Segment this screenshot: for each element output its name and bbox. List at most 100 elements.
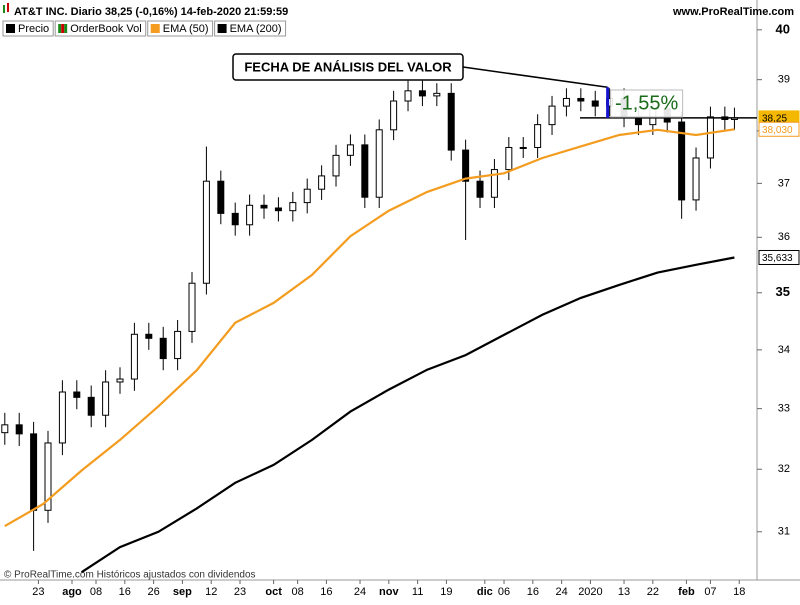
legend-swatch [150, 24, 160, 33]
candle-body [505, 146, 513, 171]
price-marker [758, 249, 800, 265]
legend-frame [54, 20, 147, 37]
legend-frame [2, 20, 54, 37]
x-tick-label: 2020 [578, 586, 602, 598]
ema-line [4, 128, 735, 528]
candle-body [73, 391, 81, 398]
x-tick-label: 26 [147, 586, 159, 598]
candle-body [30, 433, 38, 511]
candle-body [346, 144, 354, 156]
candle-body [130, 333, 138, 380]
candle-body [87, 396, 95, 416]
x-tick-label: dic [477, 586, 493, 598]
footer: © ProRealTime.com Históricos ajustados c… [4, 570, 256, 581]
candle-body [375, 129, 383, 198]
y-tick-label: 31 [778, 526, 790, 538]
y-tick-label: 39 [778, 74, 790, 86]
candle-body [231, 212, 239, 226]
candle-body [332, 154, 340, 177]
price-marker [758, 121, 800, 137]
legend-swatch [6, 24, 15, 33]
candle-body [217, 180, 225, 214]
annotation-box [232, 53, 464, 81]
x-tick-label: 19 [440, 586, 452, 598]
legend-label: Precio [18, 23, 49, 35]
y-tick-label: 34 [778, 344, 790, 356]
source: www.ProRealTime.com [672, 6, 794, 18]
candle-body [15, 424, 23, 435]
annotation-label: FECHA DE ANÁLISIS DEL VALOR [244, 59, 452, 74]
legend-label: EMA (50) [163, 23, 209, 35]
candle-body [174, 330, 182, 360]
ema-line [80, 256, 735, 574]
candle-body [1, 424, 9, 434]
y-tick-label: 33 [778, 403, 790, 415]
legend: Precio OrderBook Vol EMA (50) EMA (200) [2, 20, 287, 37]
candle-body [202, 180, 210, 284]
legend-frame [214, 20, 287, 37]
y-tick-label: 37 [778, 177, 790, 189]
x-tick-label: 16 [119, 586, 131, 598]
candle-body [361, 144, 369, 198]
x-tick-label: 24 [354, 586, 366, 598]
candle-body [418, 90, 426, 97]
candle-body [490, 169, 498, 198]
price-marker-label: 35,633 [762, 253, 793, 264]
legend-swatch [58, 24, 62, 33]
candle-body [274, 207, 282, 212]
x-tick-label: sep [173, 586, 192, 598]
x-tick-label: 24 [556, 586, 568, 598]
x-tick-label: oct [265, 586, 282, 598]
candle-body [577, 97, 585, 102]
candle-body [390, 100, 398, 131]
x-tick-label: 07 [704, 586, 716, 598]
change-box [610, 89, 684, 118]
legend-swatch [61, 24, 65, 33]
legend-swatch [64, 24, 68, 33]
x-tick-label: 06 [498, 586, 510, 598]
x-tick-label: feb [678, 586, 695, 598]
price-marker-label: 38,25 [762, 114, 787, 125]
candle-body [58, 391, 66, 444]
candle-body [462, 149, 470, 182]
x-tick-label: 16 [527, 586, 539, 598]
y-tick-label: 40 [776, 21, 790, 36]
candle-body [303, 188, 311, 204]
legend-frame [147, 20, 214, 37]
legend-label: OrderBook Vol [70, 23, 142, 35]
price-marker-label: 38,030 [762, 125, 793, 136]
candle-body [188, 282, 196, 332]
candle-body [260, 204, 268, 209]
candle-body [145, 333, 153, 339]
x-tick-label: ago [62, 586, 82, 598]
x-tick-label: 11 [412, 586, 423, 598]
y-tick-label: 36 [778, 231, 790, 243]
candle-body [548, 105, 556, 126]
candle-body [562, 97, 570, 107]
x-tick-label: 16 [320, 586, 332, 598]
connector [462, 66, 608, 89]
x-tick-label: 18 [733, 586, 745, 598]
candle-body [591, 100, 599, 107]
x-tick-label: 22 [647, 586, 659, 598]
candle-body [116, 378, 124, 383]
legend-label: EMA (200) [230, 23, 282, 35]
x-tick-label: 13 [618, 586, 630, 598]
candle-body [159, 337, 167, 360]
candle-body [433, 92, 441, 97]
chart-title: AT&T INC. Diario 38,25 (-0,16%) 14-feb-2… [14, 6, 288, 18]
title-icon [7, 3, 9, 12]
legend-swatch [217, 24, 227, 33]
candle-body [678, 121, 686, 201]
x-tick-label: 12 [205, 586, 217, 598]
candle-body [447, 92, 455, 151]
candle-body [692, 157, 700, 201]
change-label: -1,55% [615, 92, 679, 114]
x-tick-label: 08 [90, 586, 102, 598]
title-icon [3, 5, 5, 13]
candle-body [318, 175, 326, 190]
candle-body [476, 180, 484, 198]
candle-body [246, 204, 254, 226]
candle-body [706, 116, 714, 159]
